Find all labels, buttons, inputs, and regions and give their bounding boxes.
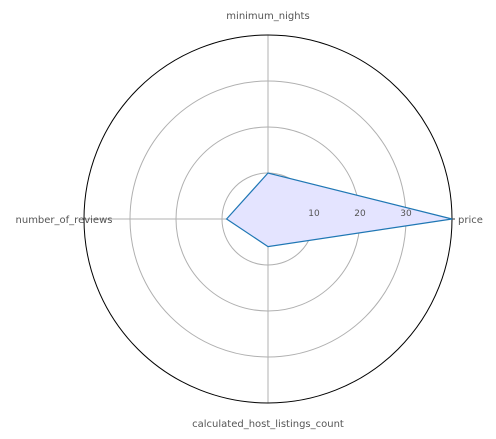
series-area-0: [226, 173, 452, 247]
axis-label-price: price: [458, 215, 483, 226]
data-point-price: [451, 218, 453, 220]
data-point-calculated_host_listings_count: [267, 246, 269, 248]
r-tick-label-20: 20: [354, 209, 366, 219]
r-tick-label-30: 30: [400, 209, 412, 219]
axis-label-number-of-reviews: number_of_reviews: [16, 215, 113, 226]
data-point-number_of_reviews: [226, 218, 228, 220]
label-layer: 10 20 30 price minimum_nights number_of_revie…: [16, 11, 483, 430]
data-point-minimum_nights: [267, 172, 269, 174]
series-layer: [225, 172, 453, 248]
axis-label-minimum-nights: minimum_nights: [226, 11, 309, 22]
r-tick-label-10: 10: [308, 209, 320, 219]
axis-label-calculated-host-listings-count: calculated_host_listings_count: [192, 419, 344, 430]
